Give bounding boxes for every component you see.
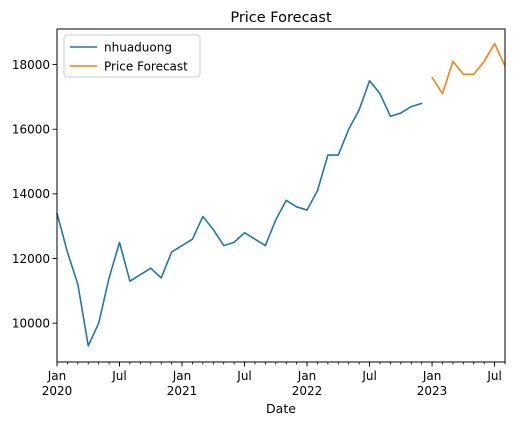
x-tick-label-0: Jan — [47, 369, 67, 383]
y-tick-label-2: 14000 — [12, 187, 50, 201]
y-tick-label-4: 18000 — [12, 58, 50, 72]
y-tick-label-0: 10000 — [12, 317, 50, 331]
x-tick-label-3: Jul — [236, 369, 251, 383]
legend-label-1: Price Forecast — [104, 59, 188, 73]
chart-title: Price Forecast — [230, 10, 332, 26]
series-layer — [56, 42, 506, 347]
plot-frame — [56, 28, 506, 363]
series-line-0 — [56, 79, 423, 347]
x-tick-label-7: Jul — [486, 369, 501, 383]
legend-box — [63, 34, 201, 78]
x-tick-label-4: Jan — [297, 369, 317, 383]
x-tick-label-6: Jan — [422, 369, 442, 383]
legend-label-0: nhuaduong — [104, 40, 172, 54]
x-tick-label-1: Jul — [111, 369, 126, 383]
x-tick-sublabel-4: 2022 — [292, 384, 323, 398]
x-axis-label: Date — [266, 401, 296, 416]
y-tick-label-1: 12000 — [12, 252, 50, 266]
x-tick-label-2: Jan — [172, 369, 192, 383]
x-tick-label-5: Jul — [361, 369, 376, 383]
y-tick-label-3: 16000 — [12, 123, 50, 137]
x-tick-sublabel-2: 2021 — [167, 384, 198, 398]
x-tick-sublabel-0: 2020 — [42, 384, 73, 398]
series-line-1 — [431, 42, 506, 95]
legend: nhuaduong Price Forecast — [63, 34, 201, 78]
x-tick-sublabel-6: 2023 — [417, 384, 448, 398]
y-axis: 10000 12000 14000 16000 18000 — [12, 58, 57, 331]
